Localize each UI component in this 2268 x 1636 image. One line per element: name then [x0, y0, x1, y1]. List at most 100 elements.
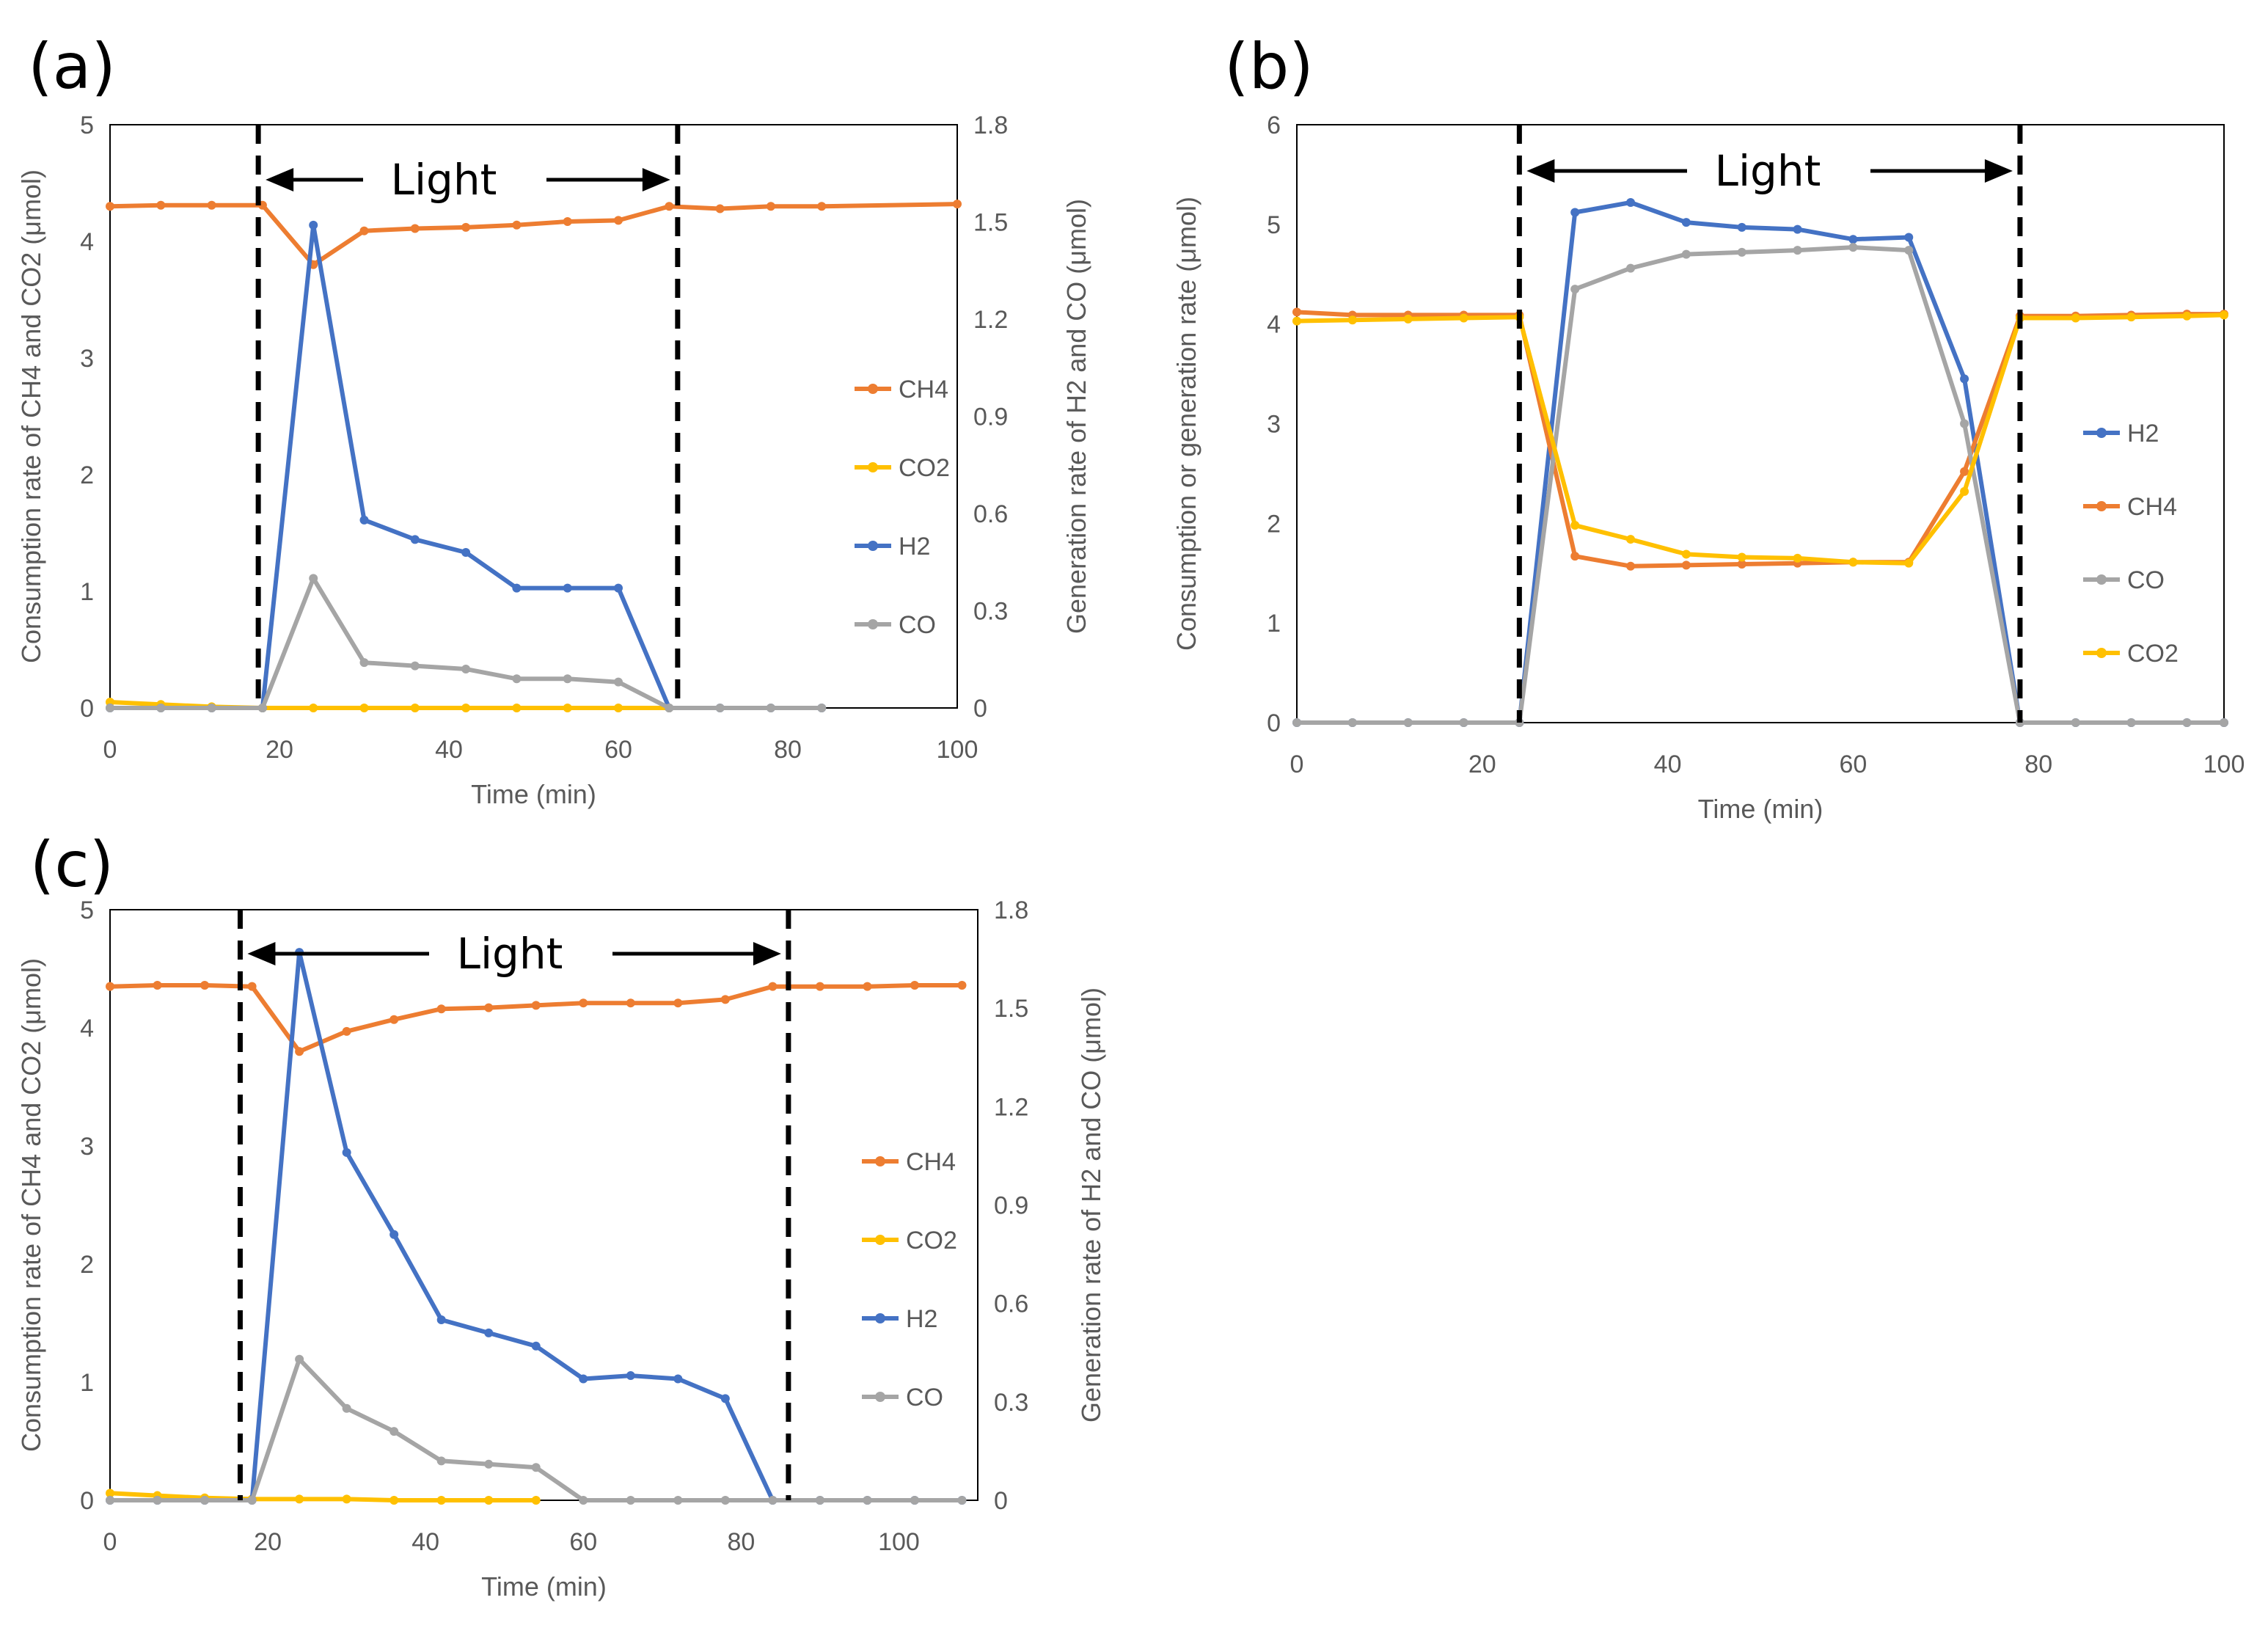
- x-tick-label: 40: [1654, 751, 1682, 778]
- x-tick-label: 20: [1468, 751, 1496, 778]
- light-annotation: Light: [457, 929, 563, 979]
- legend-label-ch4: CH4: [899, 376, 948, 403]
- data-point-ch4: [342, 1026, 351, 1036]
- legend-marker-co2: [2096, 648, 2107, 658]
- data-point-co: [207, 704, 216, 712]
- data-point-h2: [626, 1371, 635, 1381]
- data-point-co2: [342, 1494, 351, 1504]
- data-point-ch4: [673, 998, 683, 1008]
- data-point-h2: [1848, 235, 1858, 244]
- data-point-ch4: [910, 981, 919, 990]
- data-point-ch4: [766, 202, 775, 211]
- data-point-co: [720, 1496, 730, 1505]
- y-tick-label: 4: [80, 228, 94, 256]
- data-point-co2: [1292, 316, 1301, 326]
- data-point-ch4: [1626, 561, 1636, 571]
- data-point-h2: [389, 1230, 399, 1239]
- data-point-co2: [1570, 521, 1580, 530]
- chart-panel-1: (a) 0 1 2 3 4 5 0 0.3 0.6 0.9 1.2 1.5 1.8 0 20 40 60 80 100…: [16, 30, 1091, 809]
- x-tick-label: 100: [2203, 751, 2245, 778]
- y-axis-title: Consumption rate of CH4 and CO2 (μmol): [16, 958, 46, 1452]
- data-point-co2: [1403, 314, 1413, 324]
- legend-label-h2: H2: [906, 1305, 937, 1333]
- data-point-co: [436, 1456, 446, 1466]
- data-point-ch4: [531, 1001, 541, 1010]
- x-tick-label: 40: [411, 1528, 439, 1556]
- y-right-tick-label: 0.6: [994, 1290, 1028, 1318]
- y-tick-label: 3: [80, 345, 94, 373]
- x-tick-label: 60: [604, 736, 632, 764]
- data-point-co2: [1626, 535, 1636, 544]
- data-point-co: [389, 1427, 399, 1436]
- data-point-co2: [1737, 552, 1746, 562]
- data-point-ch4: [359, 226, 369, 235]
- legend-marker-co: [868, 619, 878, 629]
- data-point-co: [257, 704, 267, 712]
- x-tick-label: 80: [727, 1528, 755, 1556]
- light-arrowhead-left: [266, 168, 294, 191]
- x-tick-label: 0: [103, 1528, 117, 1556]
- legend-marker-ch4: [868, 384, 878, 394]
- data-point-h2: [1626, 197, 1636, 207]
- x-tick-label: 80: [774, 736, 802, 764]
- data-point-co: [665, 704, 674, 712]
- data-point-co2: [1848, 558, 1858, 567]
- x-tick-label: 80: [2024, 751, 2052, 778]
- data-point-co: [1459, 718, 1468, 727]
- series-line-h2: [108, 222, 824, 710]
- data-point-co: [1848, 243, 1858, 252]
- y-right-tick-label: 1.2: [973, 306, 1008, 334]
- data-point-co: [1570, 285, 1580, 294]
- data-point-co: [768, 1496, 778, 1505]
- data-point-co: [106, 704, 114, 712]
- data-point-co2: [1960, 486, 1969, 496]
- data-point-co: [2220, 718, 2228, 727]
- x-tick-label: 20: [254, 1528, 282, 1556]
- data-point-h2: [359, 515, 369, 525]
- data-point-ch4: [484, 1003, 494, 1012]
- y-tick-label: 5: [80, 896, 94, 924]
- data-point-co: [156, 704, 166, 712]
- data-point-co2: [1347, 315, 1357, 325]
- series-line-co: [1295, 245, 2226, 725]
- y-right-tick-label: 0.9: [973, 403, 1008, 431]
- data-point-co: [1292, 718, 1301, 727]
- data-point-h2: [436, 1315, 446, 1325]
- y-right-tick-label: 1.5: [994, 995, 1028, 1023]
- series-line-h2: [1295, 200, 2226, 725]
- data-point-h2: [309, 220, 318, 230]
- y-tick-label: 2: [80, 461, 94, 489]
- data-point-h2: [512, 583, 522, 593]
- data-point-ch4: [389, 1015, 399, 1024]
- light-arrowhead-left: [247, 942, 276, 965]
- x-tick-label: 0: [103, 736, 117, 764]
- data-point-co2: [359, 704, 369, 712]
- y-tick-label: 1: [80, 1369, 94, 1397]
- series-line-co2: [108, 1491, 538, 1502]
- legend-marker-h2: [875, 1313, 885, 1323]
- data-point-co: [106, 1496, 114, 1505]
- y-tick-label: 0: [80, 1487, 94, 1515]
- data-point-co: [563, 674, 572, 684]
- data-point-co: [1737, 247, 1746, 257]
- y-tick-label: 0: [80, 695, 94, 723]
- y-right-tick-label: 0.3: [994, 1389, 1028, 1417]
- x-axis-title: Time (min): [481, 1571, 607, 1602]
- data-point-co: [2071, 718, 2080, 727]
- data-point-co2: [1459, 313, 1468, 323]
- panel-label: (a): [28, 30, 116, 103]
- series-line-ch4: [1295, 310, 2226, 569]
- data-point-co: [1403, 718, 1413, 727]
- y-right-tick-label: 1.8: [973, 112, 1008, 139]
- x-axis-title: Time (min): [1698, 794, 1823, 824]
- x-tick-label: 60: [569, 1528, 597, 1556]
- panel-label: (b): [1224, 30, 1314, 103]
- y-right-tick-label: 0.9: [994, 1192, 1028, 1220]
- data-point-co2: [295, 1494, 304, 1504]
- data-point-ch4: [626, 998, 635, 1008]
- data-point-co: [359, 658, 369, 668]
- legend-label-ch4: CH4: [906, 1148, 956, 1176]
- data-point-co: [673, 1496, 683, 1505]
- data-point-ch4: [715, 204, 725, 213]
- legend-marker-h2: [2096, 428, 2107, 438]
